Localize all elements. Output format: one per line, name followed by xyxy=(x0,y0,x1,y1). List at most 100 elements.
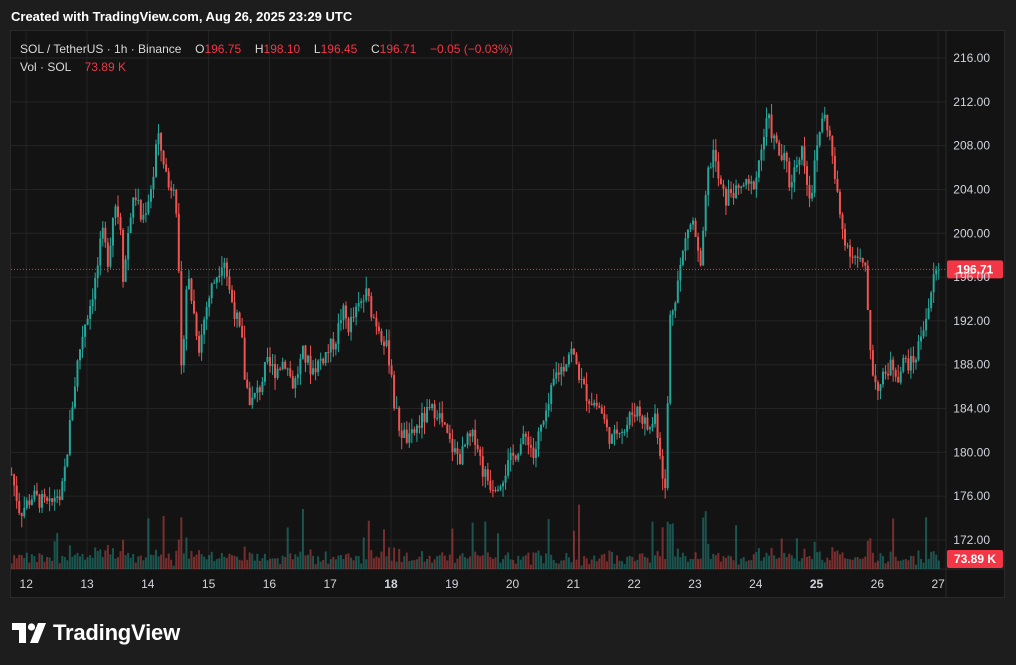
volume-bar xyxy=(114,558,117,569)
symbol-title[interactable]: SOL / TetherUS · 1h · Binance xyxy=(20,42,182,56)
volume-bar xyxy=(641,553,644,569)
volume-bar xyxy=(312,555,315,569)
candle-body xyxy=(362,300,365,302)
price-tick-label: 208.00 xyxy=(953,139,990,153)
volume-legend-row[interactable]: Vol · SOL 73.89 K xyxy=(20,58,513,76)
candle-body xyxy=(213,282,216,284)
volume-bar xyxy=(436,556,439,569)
candle-body xyxy=(811,192,814,199)
candle-body xyxy=(122,229,125,282)
volume-bar xyxy=(342,558,345,569)
volume-bar xyxy=(613,563,616,569)
candle-body xyxy=(127,232,130,260)
candle-body xyxy=(58,496,61,500)
candle-body xyxy=(79,349,82,361)
volume-bar xyxy=(390,560,393,569)
volume-bar xyxy=(768,555,771,569)
volume-bar xyxy=(912,555,915,569)
volume-bar xyxy=(892,518,895,569)
candle-body xyxy=(692,220,695,225)
candle-body xyxy=(489,480,492,491)
volume-bar xyxy=(124,555,127,569)
candle-body xyxy=(742,184,745,187)
candle-body xyxy=(339,320,342,324)
candle-body xyxy=(464,444,467,447)
candle-body xyxy=(281,361,284,370)
time-tick-label: 23 xyxy=(688,577,702,591)
candle-body xyxy=(208,298,211,308)
candle-body xyxy=(210,283,213,299)
time-tick-label: 16 xyxy=(263,577,277,591)
candlestick-chart[interactable]: 196.71 73.89 K 216.00 212.00 208.00 204.00 20… xyxy=(11,31,1004,597)
candle-body xyxy=(932,274,935,293)
volume-bar xyxy=(233,555,236,569)
candle-body xyxy=(545,410,548,422)
volume-bar xyxy=(327,563,330,569)
candle-body xyxy=(719,178,722,185)
candle-body xyxy=(702,230,705,266)
volume-bar xyxy=(669,524,672,569)
candle-body xyxy=(96,265,99,279)
candle-body xyxy=(15,485,18,501)
candle-body xyxy=(603,413,606,420)
candle-body xyxy=(636,406,639,417)
candle-body xyxy=(897,376,900,383)
candle-body xyxy=(785,152,788,162)
volume-bar xyxy=(866,540,869,569)
candle-body xyxy=(859,257,862,259)
candle-body xyxy=(671,310,674,315)
volume-bar xyxy=(241,560,244,569)
time-tick-label: 14 xyxy=(141,577,155,591)
candle-body xyxy=(882,371,885,385)
volume-bar xyxy=(213,561,216,569)
candle-body xyxy=(365,288,368,301)
volume-bar xyxy=(790,555,793,569)
candle-body xyxy=(286,368,289,370)
candle-body xyxy=(861,257,864,263)
ohlc-legend-row[interactable]: SOL / TetherUS · 1h · Binance O196.75 H1… xyxy=(20,40,513,58)
volume-bar xyxy=(869,538,872,569)
volume-bar xyxy=(119,551,122,569)
tradingview-logo[interactable]: TradingView xyxy=(12,620,180,646)
candle-body xyxy=(552,378,555,386)
volume-bar xyxy=(205,559,208,569)
volume-bar xyxy=(785,557,788,569)
volume-bar xyxy=(398,548,401,569)
candle-body xyxy=(152,176,155,190)
open-value: 196.75 xyxy=(204,42,242,56)
volume-bar xyxy=(192,556,195,569)
candle-body xyxy=(798,159,801,165)
volume-bar xyxy=(930,551,933,569)
candle-body xyxy=(350,316,353,333)
candle-body xyxy=(276,368,279,378)
candle-body xyxy=(605,419,608,428)
candle-body xyxy=(48,498,51,501)
candle-body xyxy=(699,250,702,266)
candle-body xyxy=(828,130,831,137)
volume-bar xyxy=(317,556,320,569)
candle-body xyxy=(752,181,755,190)
volume-bar xyxy=(882,555,885,569)
candle-body xyxy=(380,331,383,342)
chart-pane[interactable]: 196.71 73.89 K 216.00 212.00 208.00 204.00 20… xyxy=(10,30,1005,598)
volume-bar xyxy=(175,550,178,569)
volume-bar xyxy=(355,555,358,569)
candle-body xyxy=(279,368,282,370)
volume-bar xyxy=(134,562,137,569)
candle-body xyxy=(337,323,340,344)
created-with-text: Created with TradingView.com, Aug 26, 20… xyxy=(11,9,353,24)
candle-body xyxy=(474,429,477,445)
volume-bar xyxy=(935,554,938,569)
volume-bar xyxy=(838,554,841,569)
candle-body xyxy=(418,425,421,428)
volume-bar xyxy=(661,527,664,569)
volume-bar xyxy=(322,559,325,569)
price-tick-label: 172.00 xyxy=(953,533,990,547)
volume-bar xyxy=(471,522,474,569)
time-tick-label: 18 xyxy=(384,577,398,591)
volume-bar xyxy=(256,553,259,569)
candle-body xyxy=(664,478,667,489)
volume-bar xyxy=(588,564,591,569)
candle-body xyxy=(747,179,750,184)
candle-body xyxy=(821,118,824,132)
